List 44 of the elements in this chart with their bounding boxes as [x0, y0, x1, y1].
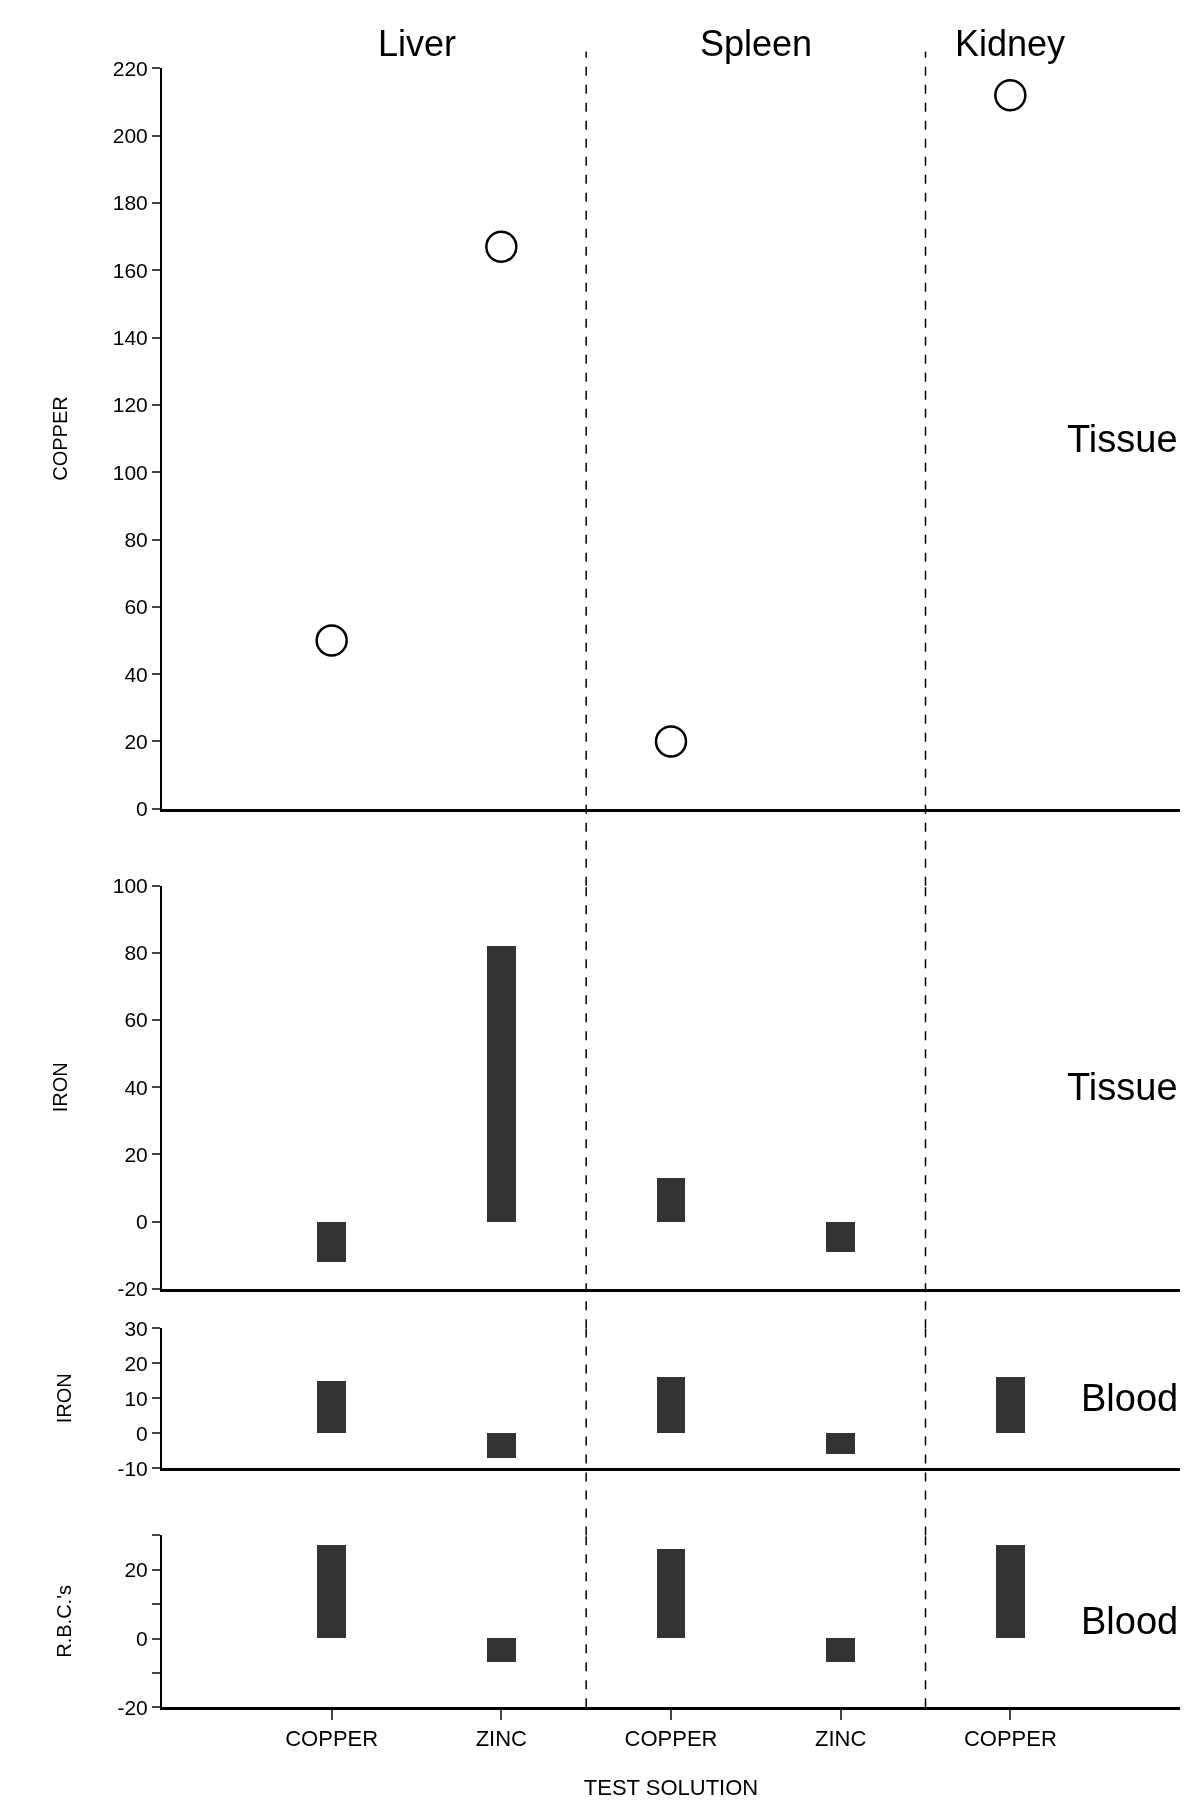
y-tick-label: 10	[124, 1386, 148, 1410]
y-tick-label: -20	[117, 1277, 148, 1300]
y-tick-label: 60	[124, 595, 148, 619]
y-tick-label: -20	[117, 1695, 148, 1719]
y-tick-label: 100	[112, 874, 148, 898]
annotation: Tissue	[1067, 1066, 1178, 1108]
y-tick-label: 20	[124, 729, 148, 753]
y-tick-label: 0	[136, 1626, 148, 1650]
y-tick-label: 30	[124, 1316, 148, 1340]
text: Kidney	[955, 23, 1066, 64]
y-tick-label: 20	[124, 1558, 148, 1582]
x-tick-label: COPPER	[285, 1726, 379, 1752]
y-axis-title: COPPER	[48, 396, 71, 481]
y-tick-label: 40	[124, 662, 148, 686]
x-tick-label: COPPER	[963, 1726, 1057, 1752]
x-tick-label: ZINC	[475, 1726, 528, 1752]
y-tick-label: 140	[112, 325, 148, 349]
text: Liver	[378, 23, 457, 64]
x-axis-title: TEST SOLUTION	[583, 1775, 759, 1801]
text: Spleen	[700, 23, 813, 64]
x-tick-label: COPPER	[624, 1726, 718, 1752]
y-tick-label: 0	[136, 1209, 148, 1233]
y-tick-label: 180	[112, 191, 148, 215]
annotation: Blood	[1081, 1377, 1179, 1419]
y-axis-title: IRON	[53, 1373, 76, 1424]
y-axis-title: IRON	[48, 1062, 71, 1113]
y-tick-label: 20	[124, 1351, 148, 1375]
x-tick-label: ZINC	[815, 1726, 867, 1752]
y-tick-label: 200	[112, 123, 148, 147]
y-tick-label: 100	[112, 460, 148, 484]
y-tick-label: 80	[124, 941, 148, 965]
annotation: Blood	[1081, 1600, 1179, 1642]
y-tick-label: -10	[117, 1456, 148, 1480]
y-tick-label: 220	[112, 56, 148, 80]
y-tick-label: 0	[136, 1421, 148, 1445]
y-axis-title: R.B.C.'s	[53, 1585, 76, 1658]
y-tick-label: 40	[124, 1075, 148, 1099]
y-tick-label: 120	[112, 393, 148, 417]
annotation: Tissue	[1067, 418, 1178, 460]
y-tick-label: 0	[136, 797, 148, 821]
y-tick-label: 20	[124, 1142, 148, 1166]
y-tick-label: 80	[124, 527, 148, 551]
y-tick-label: 60	[124, 1008, 148, 1032]
y-tick-label: 160	[112, 258, 148, 282]
